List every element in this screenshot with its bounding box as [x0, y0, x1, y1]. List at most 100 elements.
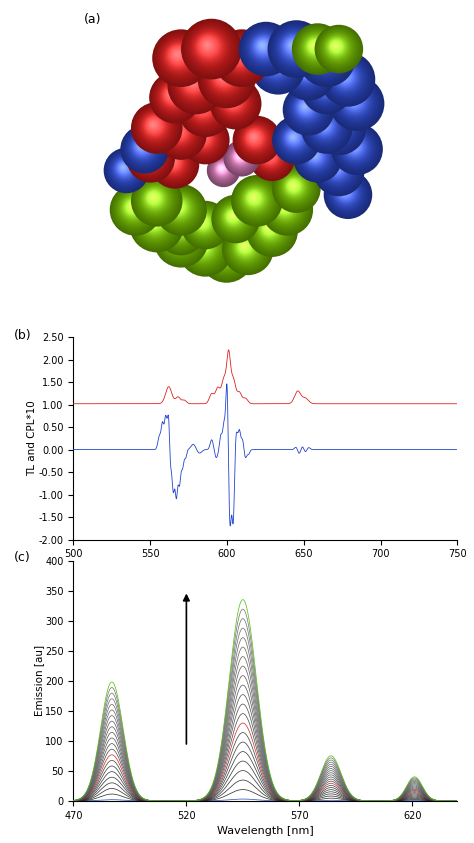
Circle shape [341, 134, 369, 161]
Circle shape [319, 80, 329, 90]
Circle shape [144, 212, 164, 233]
Circle shape [342, 89, 368, 115]
Circle shape [345, 137, 365, 157]
Circle shape [330, 162, 342, 174]
Circle shape [251, 134, 256, 139]
Circle shape [225, 94, 241, 109]
Circle shape [156, 79, 191, 114]
Circle shape [328, 118, 343, 132]
Circle shape [293, 94, 320, 121]
Circle shape [289, 132, 298, 142]
Circle shape [313, 74, 337, 99]
Circle shape [125, 200, 141, 215]
Circle shape [132, 137, 153, 158]
Circle shape [230, 232, 263, 264]
Circle shape [342, 73, 347, 78]
Circle shape [210, 63, 239, 92]
Circle shape [182, 227, 227, 271]
Circle shape [301, 32, 352, 83]
Circle shape [168, 45, 189, 66]
Circle shape [170, 229, 186, 245]
Circle shape [303, 105, 349, 151]
Circle shape [222, 223, 273, 275]
Circle shape [327, 174, 367, 214]
Circle shape [288, 40, 298, 51]
Circle shape [166, 119, 192, 145]
Circle shape [275, 119, 317, 161]
Circle shape [193, 213, 213, 233]
Circle shape [238, 154, 240, 157]
Y-axis label: Emission [au]: Emission [au] [34, 645, 44, 717]
Circle shape [191, 29, 228, 66]
Circle shape [157, 110, 204, 157]
Circle shape [195, 33, 223, 61]
Circle shape [168, 158, 176, 165]
Circle shape [206, 59, 244, 97]
Circle shape [152, 196, 154, 198]
Circle shape [165, 195, 193, 222]
Circle shape [115, 158, 134, 179]
Circle shape [294, 95, 319, 121]
Circle shape [306, 148, 324, 165]
Circle shape [282, 205, 285, 208]
Circle shape [178, 222, 233, 277]
Circle shape [217, 201, 253, 236]
Circle shape [293, 24, 341, 72]
Circle shape [241, 124, 270, 153]
Circle shape [222, 90, 245, 113]
Circle shape [189, 209, 219, 239]
Circle shape [168, 196, 190, 219]
Circle shape [282, 126, 308, 152]
Circle shape [315, 116, 334, 135]
Circle shape [269, 58, 280, 69]
Circle shape [176, 205, 179, 208]
Circle shape [144, 115, 166, 137]
Circle shape [307, 39, 323, 54]
Circle shape [227, 228, 267, 268]
Circle shape [231, 99, 233, 101]
Circle shape [136, 143, 162, 169]
Circle shape [299, 100, 312, 114]
Circle shape [324, 113, 349, 138]
Circle shape [220, 73, 225, 78]
Circle shape [184, 22, 237, 75]
Circle shape [216, 199, 255, 238]
Circle shape [176, 235, 178, 237]
Circle shape [177, 227, 178, 228]
Circle shape [168, 121, 190, 143]
Circle shape [242, 126, 268, 152]
Circle shape [222, 206, 245, 228]
Circle shape [176, 130, 178, 132]
Circle shape [201, 229, 252, 281]
Circle shape [213, 30, 271, 87]
Circle shape [191, 211, 216, 235]
Circle shape [284, 49, 332, 96]
Circle shape [219, 248, 227, 255]
Circle shape [189, 123, 219, 154]
Circle shape [157, 110, 205, 158]
Circle shape [173, 126, 183, 136]
Circle shape [169, 122, 188, 141]
Circle shape [178, 83, 233, 137]
Circle shape [216, 68, 231, 84]
Circle shape [183, 118, 227, 162]
Circle shape [256, 142, 286, 172]
Circle shape [348, 140, 360, 153]
Circle shape [104, 148, 149, 193]
Circle shape [268, 57, 283, 72]
Circle shape [165, 88, 179, 102]
Circle shape [198, 217, 207, 227]
Circle shape [277, 121, 314, 158]
Circle shape [247, 206, 297, 256]
Circle shape [331, 123, 383, 175]
Circle shape [150, 194, 157, 201]
Circle shape [162, 85, 183, 105]
Circle shape [278, 31, 311, 63]
Circle shape [166, 43, 191, 68]
Circle shape [297, 137, 337, 178]
Circle shape [151, 73, 199, 121]
Circle shape [249, 193, 258, 201]
Circle shape [133, 201, 179, 247]
Circle shape [154, 143, 195, 184]
Circle shape [129, 198, 184, 252]
